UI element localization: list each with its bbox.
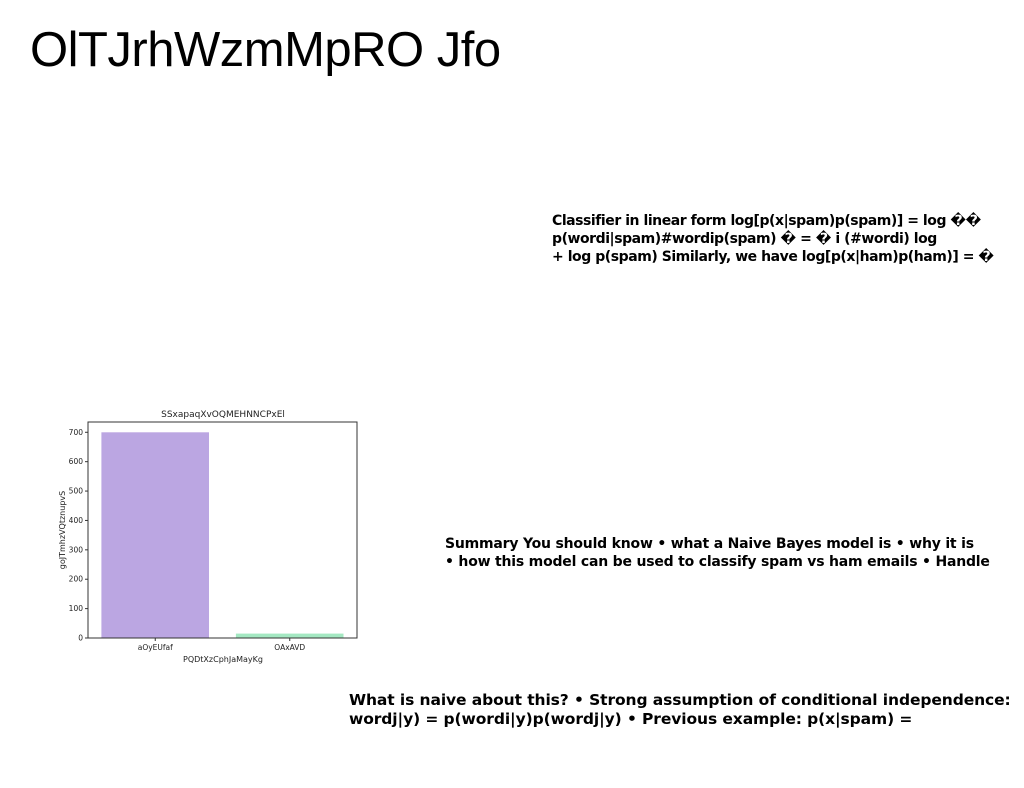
x-tick-label: OAxAVD — [274, 643, 305, 652]
bar-chart: SSxapaqXvOQMEHNNCPxEl goJTmhzVQtznupvS P… — [58, 410, 358, 664]
y-tick-label: 0 — [78, 634, 83, 643]
x-tick-label: aOyEUfaf — [138, 643, 173, 652]
y-tick-label: 300 — [69, 545, 84, 554]
bar-OAxAVD — [235, 633, 344, 638]
chart-y-axis-label: goJTmhzVQtznupvS — [58, 491, 67, 569]
summary-line: Summary You should know • what a Naive B… — [445, 536, 974, 552]
y-tick-label: 200 — [69, 575, 84, 584]
y-tick-label: 100 — [69, 604, 84, 613]
plot-frame — [87, 421, 358, 639]
naive-line: What is naive about this? • Strong assum… — [349, 691, 1011, 709]
summary-text-block: Summary You should know • what a Naive B… — [445, 535, 1024, 571]
page-title: OlTJrhWzmMpRO Jfo — [30, 23, 501, 77]
naive-line: wordj|y) = p(wordi|y)p(wordj|y) • Previo… — [349, 710, 913, 728]
bar-aOyEUfaf — [101, 432, 209, 638]
classifier-line: Classifier in linear form log[p(x|spam)p… — [552, 213, 981, 229]
y-tick-label: 500 — [69, 487, 84, 496]
y-tick-label: 700 — [69, 428, 84, 437]
chart-x-axis-label: PQDtXzCphJaMayKg — [183, 655, 263, 664]
y-tick-label: 400 — [69, 516, 84, 525]
naive-assumption-text-block: What is naive about this? • Strong assum… — [349, 691, 1024, 729]
chart-title: SSxapaqXvOQMEHNNCPxEl — [161, 410, 285, 420]
classifier-line: p(wordi|spam)#wordip(spam) � = � i (#wor… — [552, 231, 937, 247]
classifier-line: + log p(spam) Similarly, we have log[p(x… — [552, 249, 994, 265]
summary-line: • how this model can be used to classify… — [445, 554, 990, 570]
y-tick-label: 600 — [69, 457, 84, 466]
classifier-text-block: Classifier in linear form log[p(x|spam)p… — [552, 212, 1024, 266]
